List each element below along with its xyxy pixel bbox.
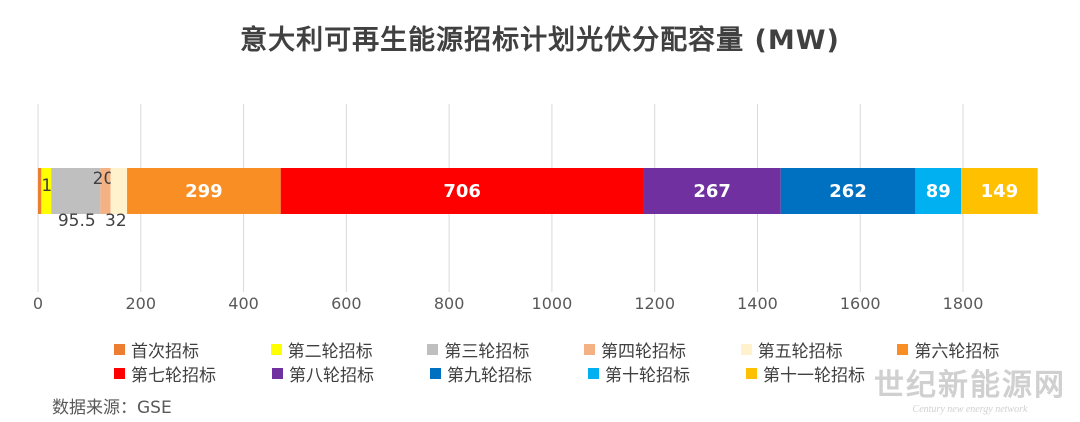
chart-title: 意大利可再生能源招标计划光伏分配容量 (MW): [240, 25, 840, 56]
legend-label: 第七轮招标: [131, 365, 216, 386]
legend-swatch: [588, 367, 599, 379]
data-label: 95.5: [58, 211, 96, 231]
legend-label: 第四轮招标: [601, 341, 687, 362]
x-tick-label: 0: [33, 294, 43, 313]
legend-swatch: [740, 343, 752, 355]
bar-segment: [100, 168, 111, 214]
stacked-bar-chart: 02004006008001000120014001600180019.395.…: [33, 104, 1038, 313]
legend-item: 首次招标: [114, 337, 271, 362]
legend-label: 第八轮招标: [289, 365, 374, 386]
legend-swatch: [430, 367, 441, 379]
watermark-subtext: Century new energy network: [912, 404, 1028, 415]
legend-swatch: [584, 343, 596, 355]
bar-segment: [280, 168, 644, 214]
data-source: 数据来源：GSE: [52, 398, 172, 418]
bar-segment: [38, 168, 42, 214]
legend-label: 首次招标: [131, 341, 199, 362]
bar-segment: [961, 168, 1038, 214]
legend-swatch: [272, 367, 283, 379]
legend-label: 第十一轮招标: [763, 365, 865, 386]
legend-label: 第九轮招标: [447, 365, 532, 386]
legend-item: 第二轮招标: [270, 337, 428, 362]
legend-item: 第八轮招标: [272, 361, 430, 386]
data-label: 299: [185, 181, 223, 202]
legend-item: 第三轮招标: [427, 337, 584, 362]
legend-row: 第七轮招标 第八轮招标 第九轮招标 第十轮招标 第十一轮招标: [114, 361, 1054, 386]
legend-label: 第二轮招标: [287, 341, 373, 362]
bar-segment: [915, 168, 962, 214]
x-tick-label: 600: [331, 294, 362, 313]
bar-segment: [41, 168, 52, 214]
legend-swatch: [114, 343, 125, 355]
legend-item: 第十一轮招标: [746, 361, 904, 386]
bar-segment: [780, 168, 916, 214]
legend-label: 第六轮招标: [914, 341, 1000, 362]
legend-swatch: [270, 343, 282, 355]
legend-row: 首次招标 第二轮招标 第三轮招标 第四轮招标 第五轮招标 第六轮招标: [114, 337, 1054, 362]
legend-item: 第四轮招标: [584, 337, 741, 362]
x-tick-label: 1800: [943, 294, 984, 313]
data-label: 262: [829, 181, 867, 202]
watermark-logo: 世纪新能源网 Century new energy network: [874, 360, 1066, 415]
x-tick-label: 1200: [634, 294, 675, 313]
legend-swatch: [746, 367, 757, 379]
data-label: 32: [105, 211, 127, 231]
bar-segment: [110, 168, 128, 214]
legend-item: 第七轮招标: [114, 361, 272, 386]
chart-legend: 首次招标 第二轮招标 第三轮招标 第四轮招标 第五轮招标 第六轮招标 第七轮招标 第八轮招标第…: [114, 337, 1054, 386]
data-label: 89: [926, 181, 951, 202]
x-tick-label: 800: [434, 294, 465, 313]
x-tick-label: 1600: [840, 294, 881, 313]
legend-item: 第六轮招标: [897, 337, 1054, 362]
data-label: 706: [443, 181, 481, 202]
bar-segment: [127, 168, 281, 214]
data-label: 149: [981, 181, 1019, 202]
bar-segment: [51, 168, 101, 214]
x-tick-label: 200: [126, 294, 157, 313]
legend-item: 第十轮招标: [588, 361, 746, 386]
x-tick-label: 400: [228, 294, 259, 313]
legend-item: 第五轮招标: [740, 337, 898, 362]
legend-swatch: [114, 367, 125, 379]
legend-label: 第三轮招标: [444, 341, 530, 362]
x-tick-label: 1000: [532, 294, 573, 313]
data-label: 267: [693, 181, 731, 202]
data-label: 20: [93, 169, 115, 189]
legend-swatch: [897, 343, 909, 355]
legend-swatch: [427, 343, 439, 355]
bar-segment: [643, 168, 781, 214]
legend-label: 第十轮招标: [605, 365, 690, 386]
legend-item: 第九轮招标: [430, 361, 588, 386]
watermark-text: 世纪新能源网: [874, 368, 1066, 403]
x-tick-label: 1400: [737, 294, 778, 313]
legend-label: 第五轮招标: [757, 341, 843, 362]
